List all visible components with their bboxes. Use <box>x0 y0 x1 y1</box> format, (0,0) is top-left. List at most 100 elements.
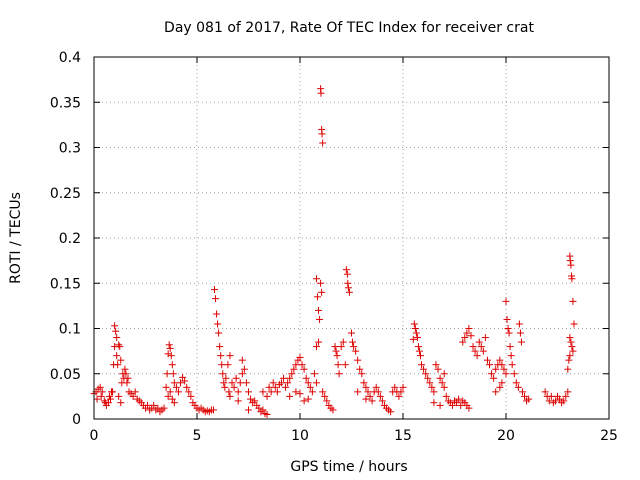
data-point <box>104 399 112 407</box>
data-point <box>412 329 420 337</box>
data-point <box>319 388 327 396</box>
data-point <box>453 399 461 407</box>
data-point <box>502 370 510 378</box>
data-point <box>304 395 312 403</box>
data-point <box>98 388 106 396</box>
data-point <box>300 397 308 405</box>
data-point <box>565 356 573 364</box>
data-point <box>415 347 423 355</box>
data-point <box>164 350 172 358</box>
data-point <box>362 395 370 403</box>
data-point <box>492 388 500 396</box>
data-point <box>144 401 152 409</box>
data-point <box>362 383 370 391</box>
data-point <box>306 383 314 391</box>
data-point <box>255 404 263 412</box>
data-point <box>113 334 121 342</box>
data-point <box>374 388 382 396</box>
data-point <box>354 388 362 396</box>
data-point <box>477 343 485 351</box>
data-point <box>475 338 483 346</box>
data-point <box>316 315 324 323</box>
data-point <box>515 320 523 328</box>
data-point <box>504 325 512 332</box>
data-point <box>422 370 430 378</box>
data-point <box>409 335 417 343</box>
data-point <box>564 365 572 373</box>
data-point <box>461 334 469 342</box>
data-point <box>165 341 173 349</box>
data-point <box>284 379 292 387</box>
data-point <box>410 320 418 328</box>
data-point <box>112 327 120 335</box>
data-point <box>230 383 238 391</box>
data-point <box>496 356 504 364</box>
data-point <box>160 404 168 412</box>
data-point <box>315 306 323 314</box>
data-point <box>551 397 559 405</box>
data-point <box>570 320 578 328</box>
data-point <box>298 361 306 369</box>
data-point <box>286 392 294 400</box>
data-point <box>164 392 172 400</box>
data-point <box>124 374 132 382</box>
data-point <box>234 388 242 396</box>
data-point <box>321 392 329 400</box>
data-point <box>106 395 114 403</box>
data-point <box>259 406 267 414</box>
data-point <box>170 379 178 387</box>
data-point <box>486 361 494 369</box>
data-point <box>545 397 553 405</box>
data-point <box>566 334 574 342</box>
data-point <box>115 341 123 349</box>
data-point <box>154 404 162 412</box>
data-point <box>217 352 225 360</box>
data-point <box>350 343 358 351</box>
data-point <box>277 379 285 387</box>
data-point <box>296 390 304 398</box>
data-point <box>399 383 407 391</box>
data-point <box>273 388 281 396</box>
data-point <box>304 379 312 387</box>
data-point <box>282 383 290 391</box>
data-point <box>569 347 577 355</box>
data-point <box>97 392 105 400</box>
data-point <box>500 365 508 373</box>
data-point <box>329 406 337 414</box>
data-point <box>567 261 575 269</box>
data-point <box>562 392 570 400</box>
data-point <box>521 392 529 400</box>
data-point <box>263 392 271 400</box>
data-point <box>314 293 322 301</box>
data-point <box>339 338 347 346</box>
data-point <box>213 310 221 318</box>
data-point <box>413 334 421 342</box>
data-point <box>465 325 473 332</box>
data-point <box>342 266 350 274</box>
data-point <box>288 370 296 378</box>
data-point <box>481 334 489 342</box>
data-point <box>430 388 438 396</box>
data-point <box>187 392 195 400</box>
data-point <box>131 388 139 396</box>
data-point <box>220 379 228 387</box>
data-point <box>368 397 376 405</box>
y-tick-label: 0.05 <box>50 367 81 383</box>
data-point <box>560 397 568 405</box>
data-point <box>455 395 463 403</box>
data-point <box>163 370 171 378</box>
data-point <box>300 365 308 373</box>
data-point <box>352 347 360 355</box>
data-point <box>292 388 300 396</box>
x-tick-label: 10 <box>291 428 309 444</box>
data-point <box>318 288 326 296</box>
chart-title: Day 081 of 2017, Rate Of TEC Index for r… <box>164 20 534 36</box>
data-point <box>122 370 130 378</box>
data-point <box>286 374 294 382</box>
data-point <box>238 370 246 378</box>
data-point <box>236 379 244 387</box>
x-axis-label: GPS time / hours <box>290 459 407 475</box>
data-point <box>417 352 425 360</box>
